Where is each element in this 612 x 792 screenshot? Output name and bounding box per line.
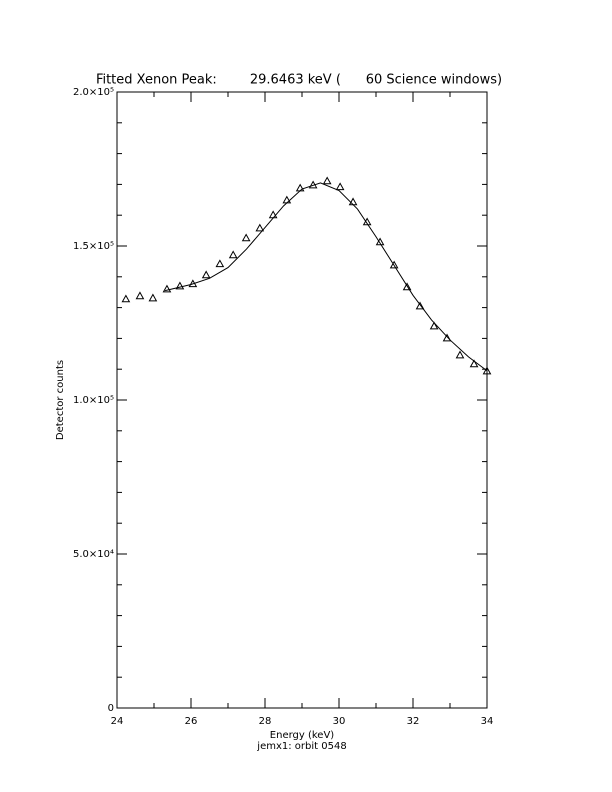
data-point	[215, 259, 225, 268]
y-tick-label: 5.0×10⁴	[73, 549, 114, 560]
data-point	[402, 282, 412, 291]
x-tick-label: 26	[185, 716, 198, 727]
y-axis-label: Detector counts	[55, 360, 66, 440]
data-point	[389, 260, 399, 269]
data-point	[162, 284, 172, 293]
data-point	[135, 291, 145, 300]
y-tick-label: 1.5×10⁵	[73, 241, 114, 252]
data-point	[175, 281, 185, 290]
data-point	[121, 294, 131, 303]
subtitle: jemx1: orbit 0548	[256, 741, 346, 752]
data-point	[148, 293, 158, 302]
data-point	[375, 237, 385, 246]
x-tick-label: 34	[481, 716, 494, 727]
data-point	[415, 301, 425, 310]
y-tick-label: 0	[108, 703, 114, 714]
data-point	[482, 366, 492, 375]
y-tick-label: 2.0×10⁵	[73, 87, 114, 98]
x-tick-label: 30	[333, 716, 346, 727]
data-point	[322, 176, 332, 185]
fit-line	[164, 182, 488, 372]
x-tick-label: 24	[111, 716, 124, 727]
data-point	[201, 270, 211, 279]
data-point	[255, 223, 265, 232]
x-tick-label: 28	[259, 716, 272, 727]
data-point	[442, 333, 452, 342]
data-point	[228, 250, 238, 259]
data-point	[241, 233, 251, 242]
data-point	[335, 182, 345, 191]
y-tick-label: 1.0×10⁵	[73, 395, 114, 406]
x-tick-label: 32	[407, 716, 420, 727]
data-point	[455, 350, 465, 359]
data-point	[469, 359, 479, 368]
x-axis-label: Energy (keV)	[270, 730, 335, 741]
chart-title: Fitted Xenon Peak: 29.6463 keV ( 60 Scie…	[96, 73, 502, 88]
data-point	[429, 321, 439, 330]
